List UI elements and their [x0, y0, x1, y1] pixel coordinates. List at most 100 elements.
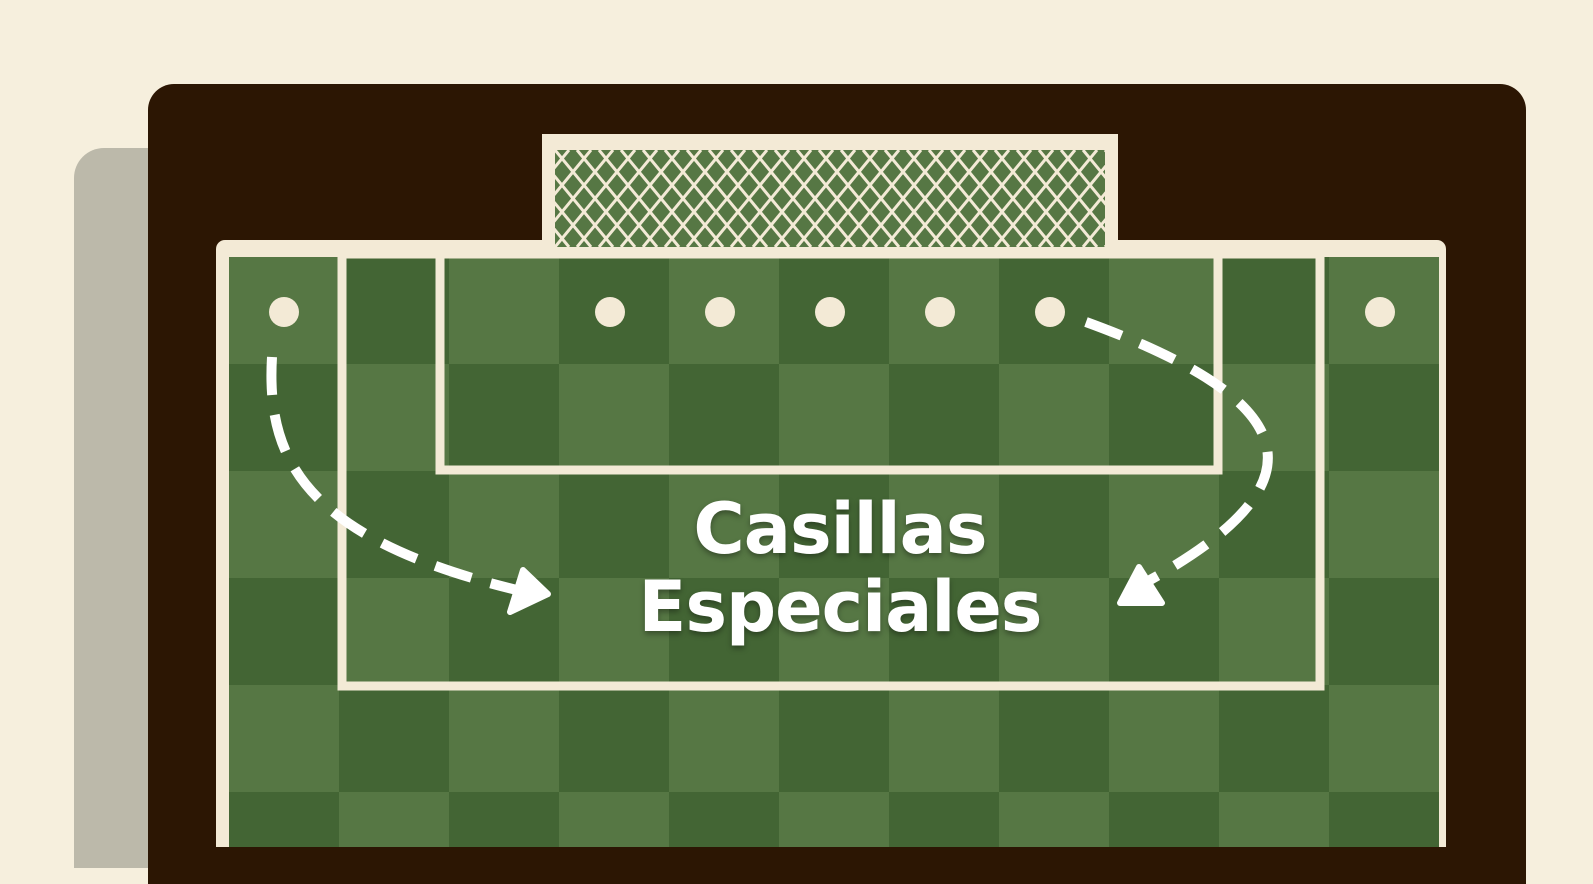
net-strand — [729, 150, 813, 247]
board-square[interactable] — [559, 578, 669, 685]
net-strand — [445, 150, 525, 247]
net-strand — [555, 150, 571, 170]
board-square[interactable] — [999, 685, 1109, 792]
net-strand — [1149, 150, 1229, 247]
net-strand — [555, 150, 593, 197]
board-square[interactable] — [1329, 364, 1439, 471]
net-strand — [1037, 164, 1105, 247]
marker-dot — [595, 297, 625, 327]
net-strand — [1081, 217, 1105, 247]
board-square[interactable] — [229, 471, 339, 578]
board-square[interactable] — [1329, 792, 1439, 847]
marker-dots — [269, 297, 1395, 327]
board-square[interactable] — [339, 578, 449, 685]
board-square[interactable] — [339, 685, 449, 792]
board-square[interactable] — [449, 257, 559, 364]
net-strand — [1215, 150, 1295, 247]
board-square[interactable] — [449, 685, 559, 792]
board-square[interactable] — [339, 257, 449, 364]
net-strand — [1171, 150, 1251, 247]
board-square[interactable] — [1219, 685, 1329, 792]
board-square[interactable] — [669, 792, 779, 847]
net-strand — [1259, 150, 1339, 247]
net-strand — [555, 227, 571, 247]
net-strand — [445, 150, 525, 247]
board-square[interactable] — [449, 364, 559, 471]
board-square[interactable] — [229, 364, 339, 471]
net-strand — [1281, 150, 1361, 247]
board-square[interactable] — [999, 792, 1109, 847]
net-strand — [1237, 150, 1317, 247]
net-strand — [423, 150, 503, 247]
net-strand — [597, 150, 681, 247]
board-square[interactable] — [889, 364, 999, 471]
board-square[interactable] — [779, 471, 889, 578]
net-strand — [707, 150, 791, 247]
board-square[interactable] — [1219, 364, 1329, 471]
net-strand — [555, 150, 637, 247]
board-square[interactable] — [779, 685, 889, 792]
board-square[interactable] — [1109, 685, 1219, 792]
board-square[interactable] — [1109, 792, 1219, 847]
board-square[interactable] — [889, 471, 999, 578]
net-strand — [949, 150, 1033, 247]
left-arrow-head — [507, 567, 551, 615]
board-square[interactable] — [669, 471, 779, 578]
board-square[interactable] — [229, 578, 339, 685]
board-square[interactable] — [669, 364, 779, 471]
net-strand — [1127, 150, 1207, 247]
board-square[interactable] — [339, 792, 449, 847]
goal-net — [423, 150, 1361, 247]
net-strand — [1081, 150, 1105, 180]
board-square[interactable] — [669, 578, 779, 685]
board-square[interactable] — [779, 792, 889, 847]
net-strand — [839, 150, 923, 247]
board-square[interactable] — [889, 685, 999, 792]
board-square[interactable] — [1109, 364, 1219, 471]
board-square[interactable] — [779, 364, 889, 471]
net-strand — [971, 150, 1055, 247]
net-strand — [1127, 150, 1207, 247]
goal-area — [435, 249, 1223, 475]
net-strand — [685, 150, 769, 247]
net-strand — [817, 150, 901, 247]
special-squares-title: Casillas Especiales — [500, 490, 1180, 646]
board-square[interactable] — [999, 471, 1109, 578]
board-square[interactable] — [1329, 471, 1439, 578]
board-square[interactable] — [339, 364, 449, 471]
board-square[interactable] — [449, 471, 559, 578]
marker-dot — [269, 297, 299, 327]
board-square[interactable] — [999, 578, 1109, 685]
net-strand — [1259, 150, 1339, 247]
net-strand — [423, 150, 503, 247]
board-squares — [229, 257, 1439, 847]
board-square[interactable] — [559, 471, 669, 578]
board-square[interactable] — [559, 364, 669, 471]
board-square[interactable] — [779, 578, 889, 685]
board-square[interactable] — [559, 792, 669, 847]
net-strand — [905, 150, 989, 247]
board-square[interactable] — [1329, 578, 1439, 685]
net-strand — [1059, 191, 1105, 247]
board-square[interactable] — [229, 792, 339, 847]
net-strand — [575, 150, 659, 247]
board-square[interactable] — [449, 792, 559, 847]
board-square[interactable] — [889, 792, 999, 847]
net-strand — [1149, 150, 1229, 247]
board-square[interactable] — [889, 578, 999, 685]
net-strand — [751, 150, 835, 247]
net-strand — [1281, 150, 1361, 247]
board-square[interactable] — [999, 364, 1109, 471]
board-square[interactable] — [1109, 257, 1219, 364]
net-strand — [555, 150, 615, 223]
board-square[interactable] — [1219, 792, 1329, 847]
board-square[interactable] — [229, 685, 339, 792]
board-square[interactable] — [669, 685, 779, 792]
board-square[interactable] — [1219, 257, 1329, 364]
net-strand — [467, 150, 547, 247]
board-square[interactable] — [1329, 685, 1439, 792]
board-square[interactable] — [1109, 471, 1219, 578]
board-square[interactable] — [1219, 578, 1329, 685]
net-strand — [883, 150, 967, 247]
board-square[interactable] — [559, 685, 669, 792]
